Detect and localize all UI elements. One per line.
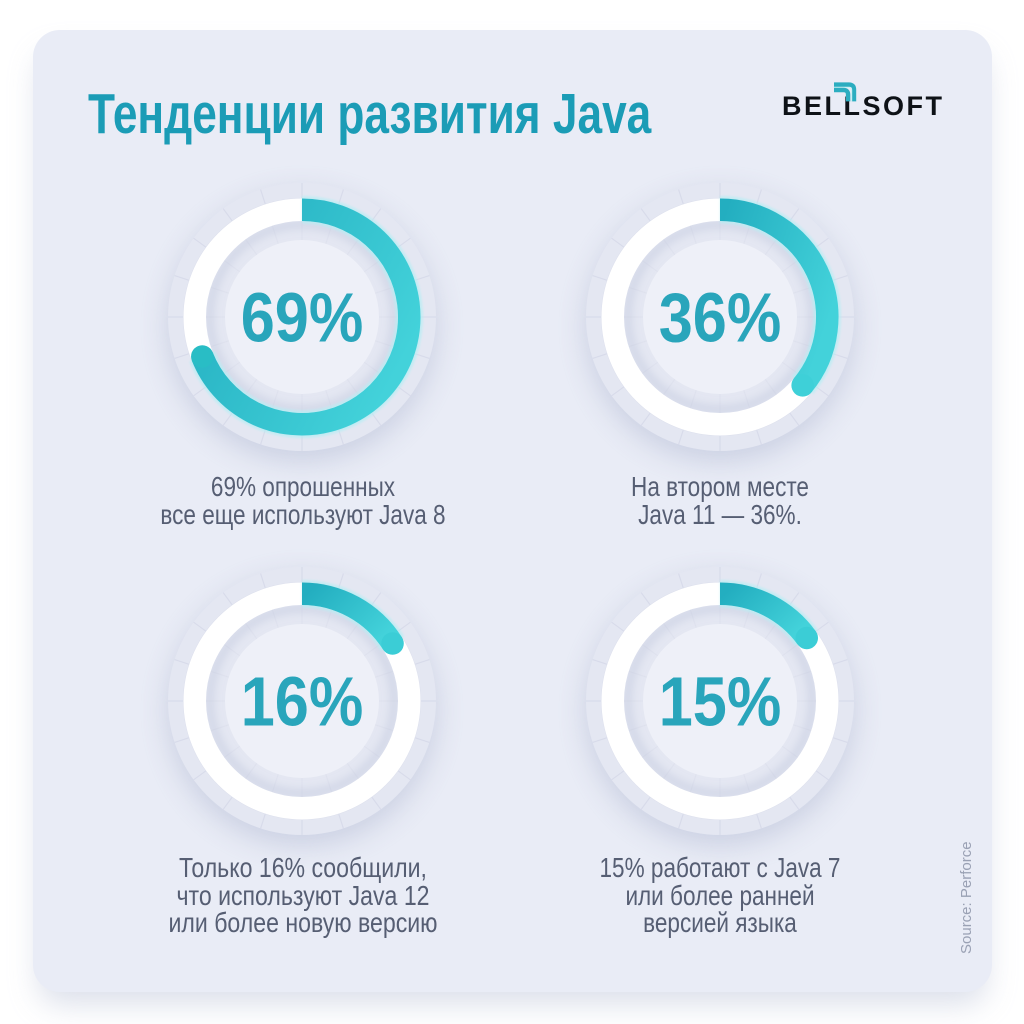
svg-text:36%: 36% <box>659 278 782 357</box>
svg-text:16%: 16% <box>241 662 364 741</box>
svg-text:15%: 15% <box>659 662 782 741</box>
svg-text:BELLSOFT: BELLSOFT <box>782 91 945 118</box>
svg-text:69%: 69% <box>241 278 364 357</box>
